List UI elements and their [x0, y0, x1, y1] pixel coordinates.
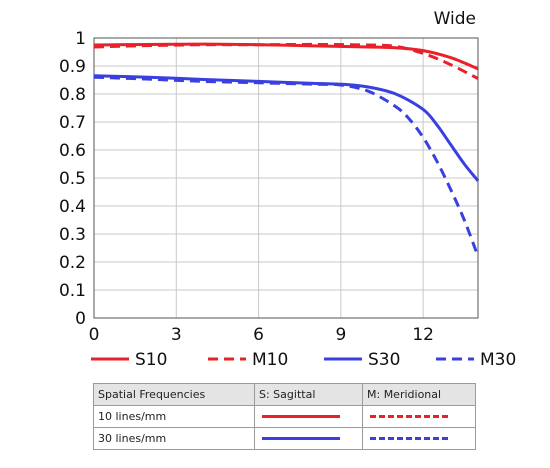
table-header-row: Spatial Frequencies S: Sagittal M: Merid…: [93, 383, 476, 406]
y-tick-label: 1: [75, 29, 86, 49]
x-tick-labels: 0 3 6 9 12: [89, 325, 434, 345]
y-tick-label: 0.5: [59, 169, 86, 189]
legend-label-s10: S10: [135, 350, 167, 370]
meridional-10-swatch: [362, 405, 476, 428]
legend-label-m10: M10: [252, 350, 288, 370]
series-line-s10: [93, 42, 479, 71]
y-tick-label: 0.2: [59, 253, 86, 273]
row-label-30: 30 lines/mm: [93, 427, 255, 450]
header-meridional: M: Meridional: [362, 383, 476, 406]
y-tick-label: 0: [75, 309, 86, 329]
table-row: 10 lines/mm: [93, 405, 476, 428]
chart-title: Wide: [434, 9, 476, 29]
sagittal-30-swatch: [254, 427, 363, 450]
y-tick-label: 0.1: [59, 281, 86, 301]
sagittal-10-swatch: [254, 405, 363, 428]
y-tick-label: 0.8: [59, 85, 86, 105]
series-line-m10: [93, 42, 479, 80]
x-tick-label: 3: [171, 325, 182, 345]
y-tick-label: 0.3: [59, 225, 86, 245]
x-tick-label: 12: [412, 325, 434, 345]
legend-label-s30: S30: [368, 350, 400, 370]
y-tick-label: 0.9: [59, 57, 86, 77]
meridional-30-swatch: [362, 427, 476, 450]
spatial-frequency-table: Spatial Frequencies S: Sagittal M: Merid…: [93, 383, 476, 450]
series-line-s30: [93, 74, 480, 182]
table-row: 30 lines/mm: [93, 427, 476, 450]
mtf-chart: 0 0.1 0.2 0.3 0.4 0.5 0.6 0.7 0.8 0.9 1 0 3 6 9 12 Wid…: [59, 9, 516, 370]
series-lines: [93, 42, 480, 257]
y-tick-label: 0.4: [59, 197, 86, 217]
plot-frame: [93, 37, 479, 319]
y-tick-label: 0.6: [59, 141, 86, 161]
row-label-10: 10 lines/mm: [93, 405, 255, 428]
legend: S10 M10 S30 M30: [91, 350, 516, 370]
y-tick-label: 0.7: [59, 113, 86, 133]
x-tick-label: 6: [253, 325, 264, 345]
x-tick-label: 9: [335, 325, 346, 345]
y-tick-labels: 0 0.1 0.2 0.3 0.4 0.5 0.6 0.7 0.8 0.9 1: [59, 29, 86, 329]
header-sagittal: S: Sagittal: [254, 383, 363, 406]
series-line-m30: [93, 75, 480, 257]
x-tick-label: 0: [89, 325, 100, 345]
legend-label-m30: M30: [480, 350, 516, 370]
header-spatial-frequencies: Spatial Frequencies: [93, 383, 255, 406]
